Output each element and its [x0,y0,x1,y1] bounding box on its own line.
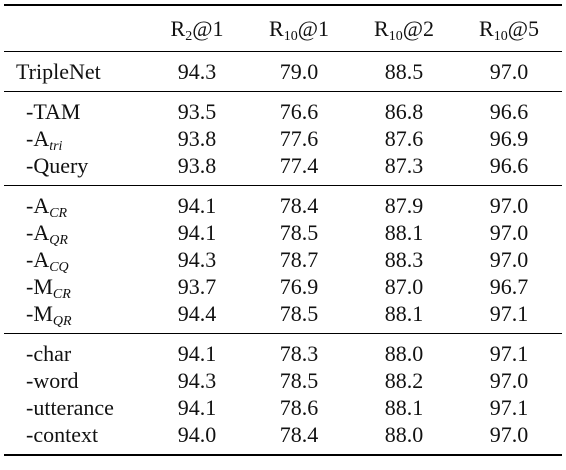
value-cell: 94.1 [148,185,246,219]
value-cell: 97.1 [489,301,529,326]
row-label: -AQR [26,220,68,248]
row-label: TripleNet [4,51,148,92]
value-cell: 94.0 [148,421,246,456]
value-cell: 78.5 [279,220,319,245]
row-label: -Atri [26,126,63,154]
value-cell: 94.4 [177,301,217,326]
table-row: -utterance 94.1 78.6 88.1 97.1 [4,394,562,421]
row-label: -word [26,368,79,393]
value-cell: 94.1 [177,395,217,420]
value-cell: 76.9 [279,274,319,299]
table-row: -word 94.3 78.5 88.2 97.0 [4,367,562,394]
value-cell: 97.0 [456,421,562,456]
value-cell: 78.4 [246,421,352,456]
row-label: -Query [26,153,89,178]
value-cell: 93.8 [177,153,217,178]
header-empty [4,4,148,52]
value-cell: 87.0 [384,274,424,299]
value-cell: 77.6 [279,126,319,151]
value-cell: 88.0 [352,421,456,456]
value-cell: 94.3 [177,368,217,393]
table-row: -ACQ 94.3 78.7 88.3 97.0 [4,246,562,275]
table-row: -AQR 94.1 78.5 88.1 97.0 [4,219,562,248]
table-row: -TAM 93.5 76.6 86.8 96.6 [4,91,562,125]
value-cell: 86.8 [352,91,456,125]
row-label: -ACR [4,185,148,221]
value-cell: 78.5 [279,301,319,326]
header-cell: R10@1 [246,4,352,52]
value-cell: 79.0 [246,51,352,92]
table-body: TripleNet 94.3 79.0 88.5 97.0 -TAM 93.5 76.6 86.… [4,51,562,456]
value-cell: 78.7 [279,247,319,272]
row-label: -TAM [4,91,148,125]
value-cell: 88.1 [384,220,424,245]
value-cell: 78.3 [246,333,352,367]
value-cell: 87.9 [352,185,456,219]
table-row: -Query 93.8 77.4 87.3 96.6 [4,152,562,186]
value-cell: 76.6 [246,91,352,125]
value-cell: 78.5 [279,368,319,393]
value-cell: 87.3 [384,153,424,178]
value-cell: 97.0 [489,247,529,272]
header-cell: R10@5 [456,4,562,52]
header-row: R2@1 R10@1 R10@2 R10@5 [4,4,562,52]
value-cell: 88.0 [352,333,456,367]
table-row: -MCR 93.7 76.9 87.0 96.7 [4,273,562,302]
value-cell: 94.1 [177,220,217,245]
value-cell: 88.3 [384,247,424,272]
value-cell: 97.0 [489,368,529,393]
header-cell: R2@1 [148,4,246,52]
value-cell: 97.0 [456,185,562,219]
value-cell: 96.6 [456,91,562,125]
row-label: -utterance [26,395,114,420]
value-cell: 93.8 [177,126,217,151]
value-cell: 94.3 [148,51,246,92]
value-cell: 97.0 [456,51,562,92]
header-cell: R10@2 [352,4,456,52]
row-label: -char [4,333,148,367]
row-label: -context [4,421,148,456]
table-row: -char 94.1 78.3 88.0 97.1 [4,333,562,367]
value-cell: 94.3 [177,247,217,272]
value-cell: 97.1 [489,395,529,420]
value-cell: 97.1 [456,333,562,367]
value-cell: 88.1 [384,301,424,326]
table-row: TripleNet 94.3 79.0 88.5 97.0 [4,51,562,92]
value-cell: 88.1 [384,395,424,420]
value-cell: 88.2 [384,368,424,393]
value-cell: 96.6 [489,153,529,178]
value-cell: 94.1 [148,333,246,367]
value-cell: 96.9 [489,126,529,151]
table-row: -ACR 94.1 78.4 87.9 97.0 [4,185,562,221]
value-cell: 87.6 [384,126,424,151]
value-cell: 93.7 [177,274,217,299]
row-label: -MCR [26,274,71,302]
row-label: -ACQ [26,247,69,275]
table-row: -Atri 93.8 77.6 87.6 96.9 [4,125,562,154]
value-cell: 97.0 [489,220,529,245]
value-cell: 93.5 [148,91,246,125]
value-cell: 77.4 [279,153,319,178]
value-cell: 88.5 [352,51,456,92]
ablation-table: R2@1 R10@1 R10@2 R10@5 TripleNet 94.3 79.0… [4,4,562,456]
value-cell: 78.4 [246,185,352,219]
value-cell: 96.7 [489,274,529,299]
table-row: -MQR 94.4 78.5 88.1 97.1 [4,300,562,334]
value-cell: 78.6 [279,395,319,420]
row-label: -MQR [26,301,72,329]
table-row: -context 94.0 78.4 88.0 97.0 [4,421,562,456]
